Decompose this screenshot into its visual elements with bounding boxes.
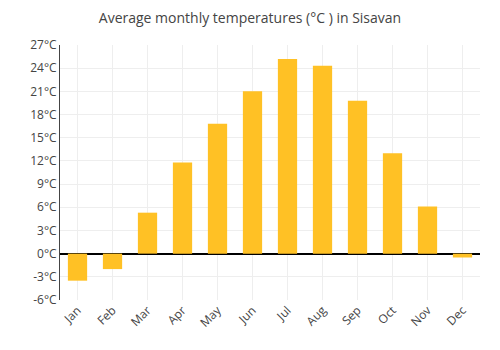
svg-text:Dec: Dec — [443, 302, 470, 329]
svg-text:Sep: Sep — [338, 302, 365, 329]
svg-text:15°C: 15°C — [30, 129, 57, 146]
svg-text:Apr: Apr — [164, 302, 190, 328]
svg-text:27°C: 27°C — [30, 36, 57, 53]
svg-text:Average monthly temperatures (: Average monthly temperatures (°C ) in Si… — [99, 8, 401, 27]
svg-text:21°C: 21°C — [30, 83, 57, 100]
svg-text:Jun: Jun — [234, 302, 259, 327]
svg-text:3°C: 3°C — [37, 222, 57, 239]
svg-text:-3°C: -3°C — [33, 268, 57, 285]
svg-text:Nov: Nov — [407, 302, 435, 330]
svg-text:0°C: 0°C — [37, 245, 57, 262]
svg-text:Jan: Jan — [60, 302, 85, 327]
svg-text:Feb: Feb — [93, 302, 119, 328]
svg-text:Oct: Oct — [374, 302, 400, 328]
svg-text:6°C: 6°C — [37, 198, 57, 215]
svg-text:-6°C: -6°C — [33, 291, 57, 308]
svg-text:18°C: 18°C — [30, 106, 57, 123]
svg-text:9°C: 9°C — [37, 175, 57, 192]
svg-text:24°C: 24°C — [30, 59, 57, 76]
svg-text:Aug: Aug — [302, 302, 330, 330]
svg-text:Mar: Mar — [127, 302, 155, 330]
svg-text:Jul: Jul — [272, 302, 294, 324]
svg-text:12°C: 12°C — [30, 152, 57, 169]
svg-text:May: May — [196, 301, 225, 330]
